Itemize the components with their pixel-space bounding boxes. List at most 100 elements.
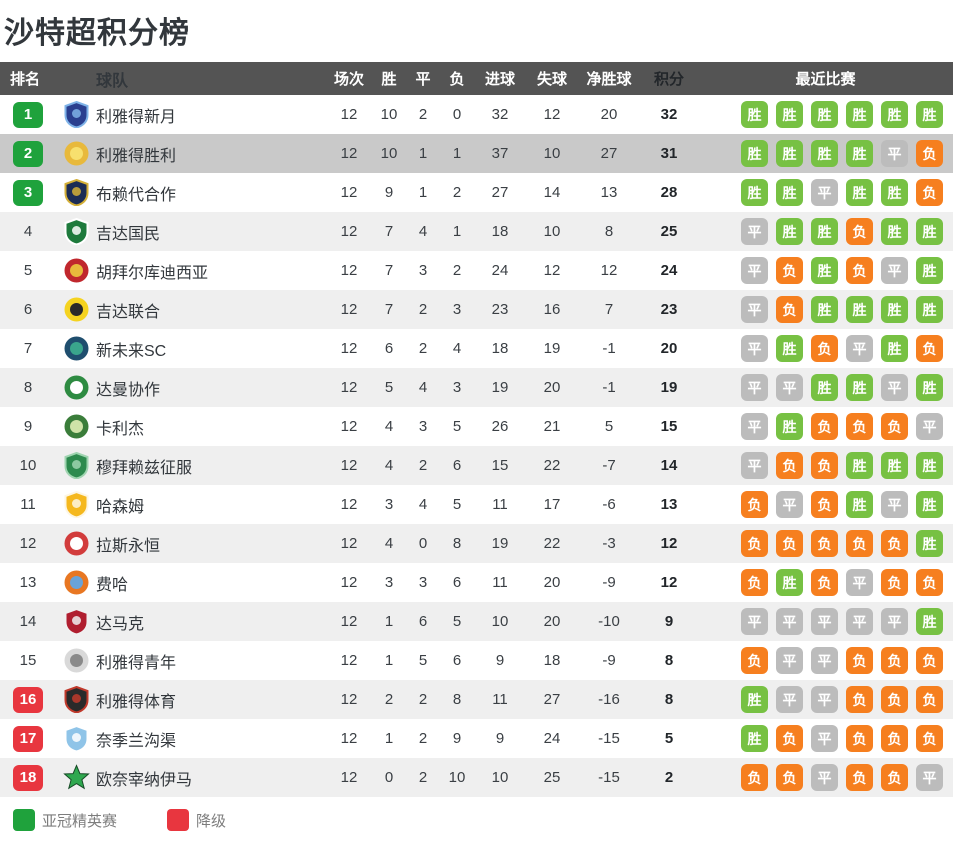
result-badge: 胜 (741, 140, 768, 167)
recent-results: 平胜负平胜负 (698, 335, 953, 362)
team-name[interactable]: 达马克 (96, 615, 145, 633)
table-row[interactable]: 4 吉达国民 12 7 4 1 18 10 8 25 平胜胜负胜胜 (0, 212, 953, 251)
team-logo-icon (56, 530, 96, 557)
win-value: 0 (384, 769, 394, 786)
result-badge: 负 (776, 296, 803, 323)
team-name[interactable]: 利雅得胜利 (96, 147, 177, 165)
header-loss: 负 (449, 71, 465, 88)
result-badge: 胜 (846, 179, 873, 206)
win-value: 1 (384, 613, 394, 630)
result-badge: 负 (776, 725, 803, 752)
result-badge: 胜 (811, 296, 838, 323)
team-name[interactable]: 拉斯永恒 (96, 537, 161, 555)
team-name[interactable]: 穆拜赖兹征服 (96, 459, 193, 477)
result-badge: 胜 (811, 218, 838, 245)
result-badge: 负 (846, 725, 873, 752)
table-row[interactable]: 16 利雅得体育 12 2 2 8 11 27 -16 8 胜平平负负负 (0, 680, 953, 719)
team-name[interactable]: 欧奈宰纳伊马 (96, 771, 193, 789)
points-value: 28 (660, 184, 678, 201)
team-name[interactable]: 新未来SC (96, 342, 167, 360)
goals-for-value: 9 (495, 652, 505, 669)
table-row[interactable]: 6 吉达联合 12 7 2 3 23 16 7 23 平负胜胜胜胜 (0, 290, 953, 329)
table-row[interactable]: 13 费哈 12 3 3 6 11 20 -9 12 负胜负平负负 (0, 563, 953, 602)
played-value: 12 (340, 340, 358, 357)
team-name[interactable]: 费哈 (96, 576, 129, 594)
goals-for-value: 18 (491, 223, 509, 240)
table-row[interactable]: 9 卡利杰 12 4 3 5 26 21 5 15 平胜负负负平 (0, 407, 953, 446)
played-value: 12 (340, 691, 358, 708)
table-row[interactable]: 18 欧奈宰纳伊马 12 0 2 10 10 25 -15 2 负负平负负平 (0, 758, 953, 797)
draw-value: 2 (418, 340, 428, 357)
team-logo-icon (56, 686, 96, 713)
win-value: 4 (384, 418, 394, 435)
team-name[interactable]: 利雅得新月 (96, 108, 177, 126)
goals-against-value: 10 (543, 223, 561, 240)
goals-against-value: 20 (543, 574, 561, 591)
result-badge: 平 (741, 374, 768, 401)
club-crest-icon (64, 491, 88, 518)
table-row[interactable]: 10 穆拜赖兹征服 12 4 2 6 15 22 -7 14 平负负胜胜胜 (0, 446, 953, 485)
win-value: 4 (384, 457, 394, 474)
loss-value: 5 (452, 613, 462, 630)
recent-badges: 平负胜负平胜 (741, 257, 943, 284)
played-value: 12 (340, 496, 358, 513)
played-value: 12 (340, 730, 358, 747)
goals-against-value: 14 (543, 184, 561, 201)
recent-results: 胜胜胜胜平负 (698, 140, 953, 167)
team-name[interactable]: 利雅得青年 (96, 654, 177, 672)
table-row[interactable]: 8 达曼协作 12 5 4 3 19 20 -1 19 平平胜胜平胜 (0, 368, 953, 407)
table-row[interactable]: 17 奈季兰沟渠 12 1 2 9 9 24 -15 5 胜负平负负负 (0, 719, 953, 758)
result-badge: 平 (811, 647, 838, 674)
goals-for-value: 37 (491, 145, 509, 162)
result-badge: 负 (846, 530, 873, 557)
table-row[interactable]: 2 利雅得胜利 12 10 1 1 37 10 27 31 胜胜胜胜平负 (0, 134, 953, 173)
result-badge: 胜 (846, 374, 873, 401)
team-logo-icon (56, 218, 96, 245)
table-row[interactable]: 14 达马克 12 1 6 5 10 20 -10 9 平平平平平胜 (0, 602, 953, 641)
team-name[interactable]: 奈季兰沟渠 (96, 732, 177, 750)
recent-badges: 平胜胜负胜胜 (741, 218, 943, 245)
team-logo-icon (56, 374, 96, 401)
win-value: 7 (384, 301, 394, 318)
draw-value: 6 (418, 613, 428, 630)
table-row[interactable]: 5 胡拜尔库迪西亚 12 7 3 2 24 12 12 24 平负胜负平胜 (0, 251, 953, 290)
goals-against-value: 17 (543, 496, 561, 513)
goals-for-value: 23 (491, 301, 509, 318)
team-name[interactable]: 吉达联合 (96, 303, 161, 321)
club-crest-icon (64, 686, 88, 713)
team-name[interactable]: 胡拜尔库迪西亚 (96, 264, 209, 282)
team-name[interactable]: 哈森姆 (96, 498, 145, 516)
goals-against-value: 10 (543, 145, 561, 162)
result-badge: 平 (881, 374, 908, 401)
result-badge: 负 (846, 413, 873, 440)
result-badge: 胜 (846, 101, 873, 128)
club-crest-icon (62, 764, 90, 790)
win-value: 5 (384, 379, 394, 396)
result-badge: 负 (881, 413, 908, 440)
recent-results: 平平胜胜平胜 (698, 374, 953, 401)
team-name[interactable]: 卡利杰 (96, 420, 145, 438)
draw-value: 5 (418, 652, 428, 669)
team-name[interactable]: 利雅得体育 (96, 693, 177, 711)
draw-value: 4 (418, 496, 428, 513)
team-logo-icon (56, 491, 96, 518)
table-row[interactable]: 15 利雅得青年 12 1 5 6 9 18 -9 8 负平平负负负 (0, 641, 953, 680)
recent-badges: 平平平平平胜 (741, 608, 943, 635)
table-row[interactable]: 1 利雅得新月 12 10 2 0 32 12 20 32 胜胜胜胜胜胜 (0, 95, 953, 134)
goal-diff-value: -1 (602, 340, 616, 357)
team-name[interactable]: 吉达国民 (96, 225, 161, 243)
goal-diff-value: 8 (604, 223, 614, 240)
team-name[interactable]: 布赖代合作 (96, 186, 177, 204)
table-row[interactable]: 7 新未来SC 12 6 2 4 18 19 -1 20 平胜负平胜负 (0, 329, 953, 368)
played-value: 12 (340, 301, 358, 318)
draw-value: 2 (418, 301, 428, 318)
team-logo-icon (56, 569, 96, 596)
rank-cell: 2 (0, 140, 56, 167)
table-row[interactable]: 12 拉斯永恒 12 4 0 8 19 22 -3 12 负负负负负胜 (0, 524, 953, 563)
result-badge: 胜 (916, 296, 943, 323)
result-badge: 平 (811, 764, 838, 791)
table-row[interactable]: 11 哈森姆 12 3 4 5 11 17 -6 13 负平负胜平胜 (0, 485, 953, 524)
table-row[interactable]: 3 布赖代合作 12 9 1 2 27 14 13 28 胜胜平胜胜负 (0, 173, 953, 212)
played-value: 12 (340, 535, 358, 552)
team-name[interactable]: 达曼协作 (96, 381, 161, 399)
